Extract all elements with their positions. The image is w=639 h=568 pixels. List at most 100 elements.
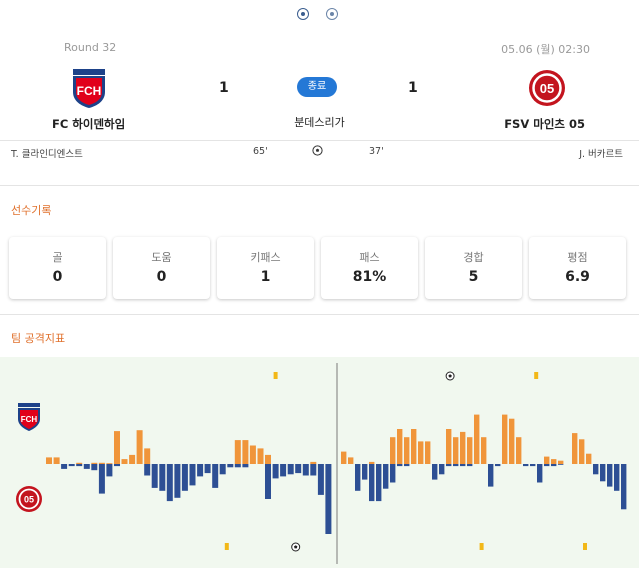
away-attack-bar [467,464,473,467]
home-attack-bar [144,448,151,464]
header-divider [0,140,639,141]
away-attack-bar [390,464,396,483]
home-attack-bar [481,437,487,464]
away-attack-bar [551,464,557,467]
home-attack-bar [551,459,557,464]
pager-dot-2[interactable] [326,8,338,20]
attack-index-chart [0,357,639,568]
away-goal-minute: 37' [369,146,384,157]
attack-index-title: 팀 공격지표 [11,332,66,345]
stat-label: 경합 [463,251,484,264]
away-attack-bar [558,464,564,465]
stat-card-rating: 평점 6.9 [529,237,626,299]
home-attack-bar [397,429,403,464]
home-yellow-card-icon [273,372,278,379]
away-attack-bar [383,464,389,489]
home-attack-bar [425,441,431,464]
carousel-pager [0,7,639,21]
away-attack-bar [98,464,105,494]
home-attack-bar [369,461,375,464]
away-attack-bar [537,464,543,483]
home-attack-bar [516,437,522,464]
home-team-name[interactable]: FC 하이덴하임 [52,117,126,131]
away-attack-bar [61,464,68,469]
away-attack-bar [83,464,90,469]
home-attack-bar [418,441,424,464]
home-goal-minute: 65' [253,146,268,157]
away-attack-bar [317,464,324,495]
chart-home-logo-icon: FCH [18,403,40,431]
away-team-name[interactable]: FSV 마인츠 05 [504,117,585,131]
stat-label: 골 [52,251,63,264]
stat-card-duels: 경합 5 [425,237,522,299]
home-attack-bar [509,418,515,464]
match-status-badge: 종료 [297,77,337,97]
home-attack-bar [106,463,113,464]
home-attack-bar [446,429,452,464]
stat-label: 패스 [359,251,380,264]
goals-divider [0,185,639,186]
away-attack-bar [68,464,75,467]
away-attack-bar [234,464,241,468]
away-attack-bar [376,464,382,502]
away-attack-bar [432,464,438,480]
goal-ball-icon [312,145,323,159]
home-attack-bar [129,454,136,464]
away-attack-bar [272,464,279,479]
pager-dot-1[interactable] [297,8,309,20]
away-attack-bar [544,464,550,467]
away-yellow-card-icon [583,543,587,550]
stat-label: 도움 [151,251,172,264]
home-attack-bar [53,457,60,464]
away-attack-bar [151,464,158,488]
home-logo-text: FCH [77,84,102,98]
away-attack-bar [204,464,211,474]
home-attack-bar [572,433,578,464]
stat-card-key-passes: 키패스 1 [217,237,314,299]
home-attack-bar [249,445,256,464]
away-attack-bar [280,464,287,477]
away-attack-bar [453,464,459,467]
away-attack-bar [369,464,375,502]
away-goal-scorer[interactable]: J. 버카르트 [579,149,623,160]
home-attack-bar [586,453,592,464]
stat-value: 1 [260,269,271,285]
home-attack-bar [98,462,105,464]
away-attack-bar [397,464,403,467]
stat-card-passes: 패스 81% [321,237,418,299]
home-attack-bar [579,439,585,464]
home-attack-bar [467,437,473,464]
home-attack-bar [341,451,347,464]
match-datetime: 05.06 (월) 02:30 [501,43,590,56]
away-attack-bar [355,464,361,491]
home-team-logo[interactable]: FCH [69,68,109,108]
home-goal-scorer[interactable]: T. 클라인디엔스트 [11,149,83,160]
away-attack-bar [404,464,410,467]
away-attack-bar [593,464,599,475]
away-attack-bar [189,464,196,486]
stat-value: 5 [468,269,479,285]
home-attack-bar [46,457,52,464]
mainz-crest-icon: 05 [529,70,565,106]
league-name: 분데스리가 [294,116,345,129]
away-attack-bar [607,464,613,487]
away-attack-bar [219,464,226,475]
away-attack-bar [488,464,494,487]
away-team-logo[interactable]: 05 [527,68,567,108]
stat-value: 0 [52,269,63,285]
attack-index-svg: FCH 05 [16,363,627,564]
home-attack-bar [348,457,354,464]
away-goal-ball-icon [291,542,301,552]
away-attack-bar [495,464,501,467]
away-score: 1 [408,80,418,96]
record-divider [0,314,639,315]
stat-label: 평점 [567,251,588,264]
round-label: Round 32 [64,41,117,54]
player-record-title: 선수기록 [11,204,52,217]
away-attack-bar [325,464,332,534]
away-yellow-card-icon [479,543,484,550]
home-attack-bar [558,460,564,464]
away-attack-bar [106,464,113,477]
home-attack-bar [453,437,459,464]
away-attack-bar [197,464,204,477]
